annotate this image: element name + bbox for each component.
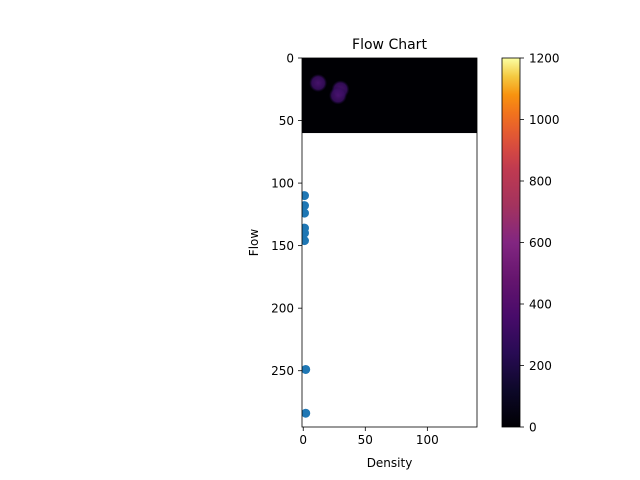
- heatmap-blob: [309, 74, 328, 93]
- x-tick-label: 100: [416, 433, 439, 447]
- colorbar: 0 200 400 600 800 1000 1200: [501, 52, 560, 435]
- scatter-point: [302, 408, 311, 418]
- y-tick-label: 50: [279, 114, 294, 128]
- plot-frame: [301, 57, 478, 428]
- heatmap-layer: [302, 58, 477, 134]
- colorbar-tick-label: 1200: [529, 52, 560, 66]
- scatter-point: [302, 364, 311, 374]
- scatter-point: [302, 228, 309, 238]
- colorbar-tick-label: 1000: [529, 113, 560, 127]
- heatmap-blob: [328, 86, 347, 105]
- colorbar-tick-label: 600: [529, 236, 552, 250]
- chart-title: Flow Chart: [352, 37, 427, 53]
- y-tick-label: 100: [271, 177, 294, 191]
- colorbar-tick-label: 0: [529, 421, 537, 435]
- y-tick-label: 150: [271, 239, 294, 253]
- scatter-point: [302, 191, 309, 201]
- colorbar-tick-label: 800: [529, 175, 552, 189]
- x-tick-label: 50: [358, 433, 373, 447]
- x-tick-label: 0: [299, 433, 307, 447]
- colorbar-tick-label: 200: [529, 359, 552, 373]
- colorbar-ticks: 0 200 400 600 800 1000 1200: [520, 52, 560, 435]
- x-axis-label: Density: [367, 456, 413, 470]
- scatter-points: [302, 191, 311, 418]
- scatter-point: [302, 201, 309, 211]
- y-tick-label: 200: [271, 302, 294, 316]
- x-axis-ticks: 0 50 100: [299, 427, 439, 447]
- scatter-point: [302, 208, 309, 218]
- y-axis-ticks: 0 50 100 150 200 250: [271, 52, 302, 378]
- colorbar-gradient: [501, 57, 521, 428]
- colorbar-tick-label: 400: [529, 298, 552, 312]
- y-axis-label: Flow: [247, 229, 261, 257]
- plot-area: 0 50 100 0 50 100 150 200 250: [271, 52, 478, 447]
- y-tick-label: 250: [271, 364, 294, 378]
- y-tick-label: 0: [286, 52, 294, 66]
- scatter-point: [302, 236, 309, 246]
- heatmap-background: [302, 58, 477, 134]
